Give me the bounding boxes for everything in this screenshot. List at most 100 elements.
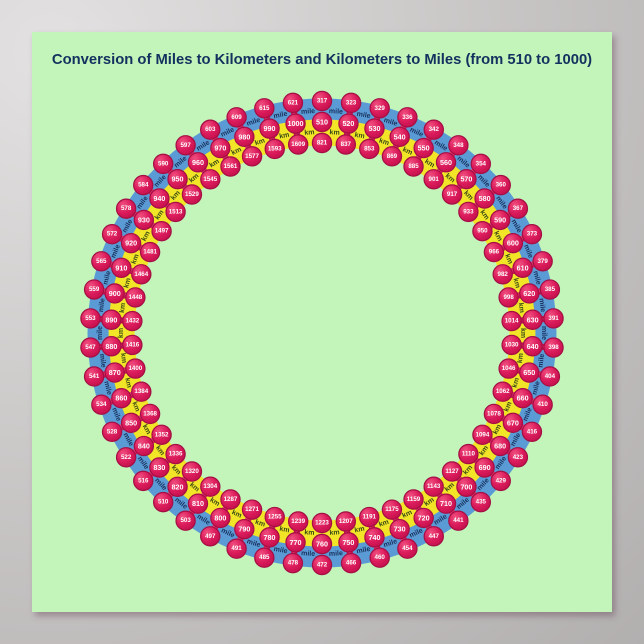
svg-text:700: 700 xyxy=(460,482,472,491)
svg-text:1432: 1432 xyxy=(125,318,139,325)
svg-text:547: 547 xyxy=(85,344,96,351)
svg-text:609: 609 xyxy=(231,114,242,121)
svg-text:740: 740 xyxy=(368,533,380,542)
svg-text:1481: 1481 xyxy=(143,249,157,256)
svg-text:565: 565 xyxy=(96,258,107,265)
svg-text:km: km xyxy=(119,302,127,313)
svg-text:950: 950 xyxy=(477,228,488,235)
svg-text:998: 998 xyxy=(503,294,514,301)
svg-text:522: 522 xyxy=(121,454,132,461)
svg-text:410: 410 xyxy=(537,401,548,408)
svg-text:950: 950 xyxy=(172,175,184,184)
svg-text:1497: 1497 xyxy=(155,228,169,235)
svg-text:920: 920 xyxy=(125,239,137,248)
svg-text:km: km xyxy=(304,529,315,537)
svg-text:710: 710 xyxy=(440,499,452,508)
svg-text:760: 760 xyxy=(316,540,328,549)
svg-text:590: 590 xyxy=(494,215,506,224)
svg-text:1352: 1352 xyxy=(155,431,169,438)
svg-text:510: 510 xyxy=(316,118,328,127)
svg-text:790: 790 xyxy=(238,525,250,534)
svg-text:1223: 1223 xyxy=(315,520,329,527)
svg-text:460: 460 xyxy=(375,554,386,561)
svg-text:590: 590 xyxy=(158,160,169,167)
svg-text:mile: mile xyxy=(329,550,344,558)
svg-text:800: 800 xyxy=(214,513,226,522)
svg-text:600: 600 xyxy=(507,239,519,248)
svg-text:km: km xyxy=(304,129,315,137)
svg-text:km: km xyxy=(329,529,340,537)
svg-text:466: 466 xyxy=(346,560,357,567)
svg-text:603: 603 xyxy=(205,126,216,133)
svg-text:348: 348 xyxy=(453,142,464,149)
svg-text:966: 966 xyxy=(489,249,500,256)
svg-text:391: 391 xyxy=(548,315,559,322)
svg-text:441: 441 xyxy=(453,517,464,524)
svg-text:584: 584 xyxy=(138,182,149,189)
svg-text:1593: 1593 xyxy=(268,145,282,152)
svg-text:1175: 1175 xyxy=(385,506,399,513)
svg-text:830: 830 xyxy=(153,463,165,472)
svg-text:km: km xyxy=(517,302,525,313)
svg-text:472: 472 xyxy=(317,562,328,569)
svg-text:880: 880 xyxy=(105,342,117,351)
svg-text:373: 373 xyxy=(527,231,538,238)
svg-text:1271: 1271 xyxy=(245,506,259,513)
svg-text:km: km xyxy=(329,129,340,137)
svg-text:354: 354 xyxy=(476,160,487,167)
svg-text:323: 323 xyxy=(346,99,357,106)
svg-text:510: 510 xyxy=(158,499,169,506)
svg-text:398: 398 xyxy=(548,344,559,351)
svg-text:1577: 1577 xyxy=(245,153,259,160)
svg-text:615: 615 xyxy=(259,105,270,112)
svg-text:360: 360 xyxy=(496,182,507,189)
svg-text:530: 530 xyxy=(368,124,380,133)
svg-text:1191: 1191 xyxy=(363,514,377,521)
svg-text:553: 553 xyxy=(85,315,96,322)
svg-text:750: 750 xyxy=(342,538,354,547)
svg-text:559: 559 xyxy=(89,286,100,293)
svg-text:385: 385 xyxy=(545,286,556,293)
svg-text:1030: 1030 xyxy=(505,341,519,348)
svg-text:1143: 1143 xyxy=(427,483,441,490)
svg-text:mile: mile xyxy=(301,108,316,116)
svg-text:821: 821 xyxy=(317,140,328,147)
svg-text:570: 570 xyxy=(460,175,472,184)
svg-text:520: 520 xyxy=(342,119,354,128)
svg-text:342: 342 xyxy=(429,126,440,133)
svg-text:447: 447 xyxy=(429,533,440,540)
svg-text:940: 940 xyxy=(153,194,165,203)
svg-text:1529: 1529 xyxy=(185,191,199,198)
svg-text:869: 869 xyxy=(387,153,398,160)
svg-text:541: 541 xyxy=(89,373,100,380)
svg-text:1545: 1545 xyxy=(203,176,217,183)
svg-text:850: 850 xyxy=(125,418,137,427)
svg-text:1368: 1368 xyxy=(143,410,157,417)
svg-text:1094: 1094 xyxy=(476,431,490,438)
svg-text:1320: 1320 xyxy=(185,468,199,475)
svg-text:1110: 1110 xyxy=(462,451,476,458)
svg-text:650: 650 xyxy=(523,368,535,377)
svg-text:km: km xyxy=(517,353,525,364)
svg-text:491: 491 xyxy=(231,545,242,552)
svg-text:820: 820 xyxy=(172,482,184,491)
svg-text:870: 870 xyxy=(109,368,121,377)
svg-text:1239: 1239 xyxy=(291,518,305,525)
svg-text:329: 329 xyxy=(375,105,386,112)
svg-text:620: 620 xyxy=(523,289,535,298)
svg-text:336: 336 xyxy=(402,114,413,121)
svg-text:478: 478 xyxy=(288,560,299,567)
svg-text:1207: 1207 xyxy=(339,518,353,525)
svg-text:1127: 1127 xyxy=(445,468,459,475)
svg-text:982: 982 xyxy=(498,271,509,278)
svg-text:1448: 1448 xyxy=(128,294,142,301)
svg-text:720: 720 xyxy=(418,513,430,522)
svg-text:853: 853 xyxy=(364,145,375,152)
svg-text:km: km xyxy=(119,353,127,364)
svg-text:379: 379 xyxy=(537,258,548,265)
svg-text:1014: 1014 xyxy=(505,318,519,325)
svg-text:429: 429 xyxy=(496,477,507,484)
svg-text:1304: 1304 xyxy=(203,483,217,490)
svg-text:1384: 1384 xyxy=(134,388,148,395)
svg-text:933: 933 xyxy=(463,208,474,215)
